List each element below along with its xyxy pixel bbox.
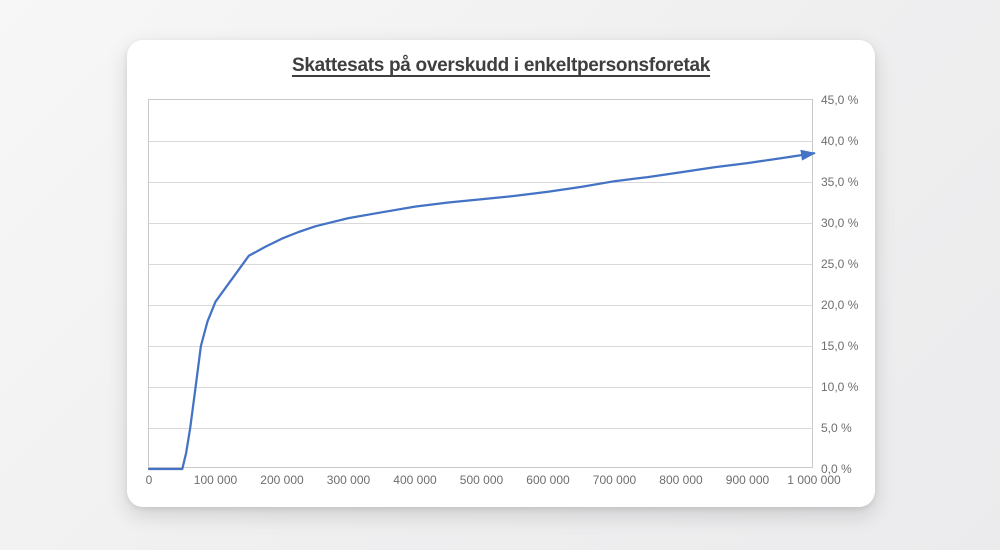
- x-axis-tick-label: 300 000: [326, 473, 371, 487]
- gridline: [149, 141, 812, 142]
- x-axis-tick-label: 400 000: [393, 473, 437, 487]
- x-axis-tick-label: 200 000: [260, 473, 304, 487]
- y-axis-tick-label: 10,0 %: [821, 380, 859, 394]
- plot-area: 0,0 % 5,0 % 10,0 % 15,0 % 20,0 % 25,0 % 30,0 %…: [146, 93, 859, 487]
- gridline: [149, 305, 812, 306]
- y-axis-tick-label: 30,0 %: [821, 216, 859, 230]
- y-axis-tick-label: 5,0 %: [821, 421, 852, 435]
- y-axis-tick-label: 35,0 %: [821, 175, 859, 189]
- chart-title: Skattesats på overskudd i enkeltpersonsf…: [291, 55, 711, 76]
- x-axis-tick-label: 1 000 000: [787, 473, 841, 487]
- x-axis-tick-label: 600 000: [526, 473, 570, 487]
- y-axis-tick-label: 0,0 %: [821, 462, 852, 476]
- x-axis-tick-label: 100 000: [193, 473, 238, 487]
- x-axis-tick-label: 0: [145, 473, 153, 487]
- x-axis-tick-label: 700 000: [592, 473, 637, 487]
- x-axis-tick-label: 800 000: [659, 473, 703, 487]
- x-axis-tick-label: 500 000: [459, 473, 504, 487]
- gridline: [149, 387, 812, 388]
- gridline: [149, 182, 812, 183]
- y-axis-tick-label: 25,0 %: [821, 257, 859, 271]
- chart-canvas: [147, 149, 816, 471]
- gridline: [149, 428, 812, 429]
- data-line: [147, 149, 816, 471]
- gridline: [149, 346, 812, 347]
- y-axis-tick-label: 20,0 %: [821, 298, 859, 312]
- gridline: [149, 223, 812, 224]
- gridline: [149, 264, 812, 265]
- x-axis-tick-label: 900 000: [725, 473, 770, 487]
- y-axis-tick-label: 15,0 %: [821, 339, 859, 353]
- y-axis-tick-label: 40,0 %: [821, 134, 859, 148]
- chart-card: Skattesats på overskudd i enkeltpersonsf…: [127, 40, 875, 507]
- y-axis-tick-label: 45,0 %: [821, 93, 859, 107]
